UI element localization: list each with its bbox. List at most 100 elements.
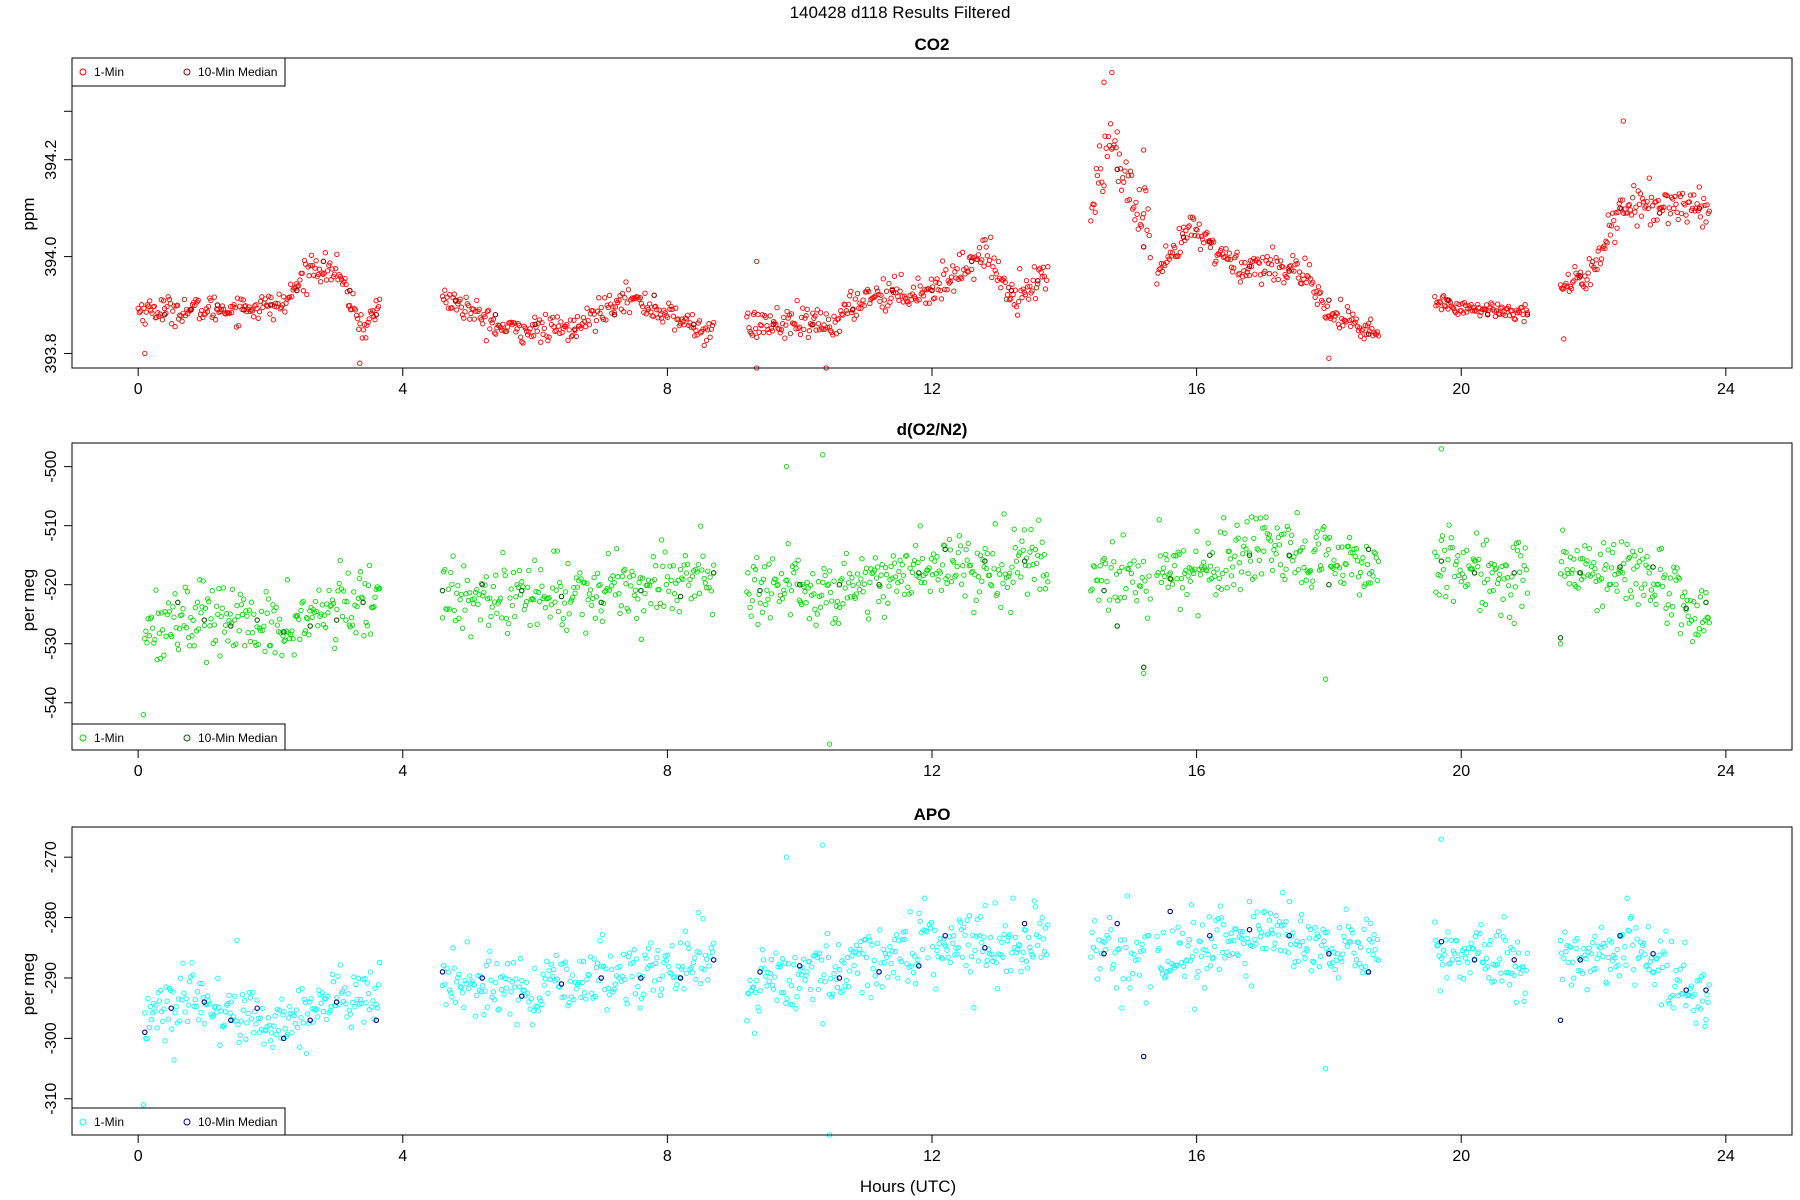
one-min-point-o2n2 [488,613,494,620]
one-min-point-o2n2 [439,615,446,621]
one-min-point-co2 [606,292,613,299]
one-min-point-apo [205,993,211,999]
one-min-point-apo [1235,952,1241,959]
one-min-point-co2 [1482,306,1489,313]
one-min-point-o2n2 [638,636,645,642]
one-min-point-co2 [1634,223,1640,229]
one-min-point-o2n2 [1312,546,1318,553]
one-min-point-apo [1090,944,1097,951]
one-min-point-co2 [1665,220,1671,227]
one-min-point-co2 [1604,240,1610,246]
one-min-point-o2n2 [180,606,186,612]
one-min-point-co2 [1329,312,1335,318]
one-min-point-apo [1362,963,1368,970]
one-min-point-o2n2 [148,614,155,620]
one-min-point-co2 [1185,224,1191,230]
one-min-point-o2n2 [1285,526,1291,533]
one-min-point-co2 [1646,175,1652,181]
one-min-point-co2 [487,326,493,332]
one-min-point-co2 [323,277,330,283]
one-min-point-apo [657,992,664,998]
one-min-point-apo [352,1004,358,1010]
one-min-point-o2n2 [1212,573,1218,579]
median-point-o2n2 [1577,570,1584,576]
median-point-co2 [651,292,657,299]
median-point-co2 [373,311,380,318]
one-min-point-apo [1306,935,1313,941]
one-min-point-co2 [1626,202,1632,208]
one-min-point-o2n2 [1433,589,1439,595]
one-min-point-apo [612,981,619,987]
one-min-point-o2n2 [938,587,945,593]
one-min-point-o2n2 [779,596,786,602]
one-min-point-co2 [1624,210,1630,216]
one-min-point-apo [664,952,671,958]
one-min-point-co2 [950,263,956,269]
one-min-point-o2n2 [1584,558,1590,564]
one-min-point-apo [1169,928,1176,934]
one-min-point-o2n2 [1626,554,1632,561]
one-min-point-co2 [851,316,857,322]
one-min-point-o2n2 [783,463,790,470]
one-min-point-o2n2 [237,591,243,597]
one-min-point-co2 [1022,291,1029,298]
one-min-point-o2n2 [561,600,568,606]
one-min-point-apo [772,974,778,980]
legend-marker-median-o2n2 [183,734,191,742]
one-min-point-o2n2 [803,600,809,606]
one-min-point-o2n2 [1487,588,1493,594]
one-min-point-apo [986,951,993,957]
one-min-point-o2n2 [501,567,507,573]
one-min-point-co2 [555,323,562,329]
one-min-point-o2n2 [875,564,881,570]
one-min-point-o2n2 [983,565,989,572]
one-min-point-apo [1002,923,1008,929]
one-min-point-apo [221,1022,228,1028]
one-min-point-co2 [1587,281,1594,288]
one-min-point-apo [1657,938,1664,944]
one-min-point-apo [1450,948,1457,954]
one-min-point-apo [147,1003,154,1010]
one-min-point-co2 [906,301,912,307]
one-min-point-o2n2 [909,569,916,576]
one-min-point-apo [908,963,914,969]
one-min-point-o2n2 [939,562,946,568]
one-min-point-o2n2 [616,591,622,597]
one-min-point-co2 [1697,214,1704,220]
one-min-point-o2n2 [1042,586,1049,592]
one-min-point-co2 [1007,297,1013,303]
one-min-point-co2 [1326,355,1332,361]
one-min-point-apo [1007,932,1013,938]
one-min-point-apo [1266,917,1273,923]
one-min-point-apo [1580,970,1586,976]
median-point-co2 [1365,331,1372,337]
median-point-co2 [770,321,776,328]
one-min-point-o2n2 [315,623,321,629]
one-min-point-apo [1474,930,1480,936]
one-min-point-apo [1186,937,1192,943]
one-min-point-o2n2 [1339,544,1345,550]
one-min-point-apo [1561,955,1567,961]
one-min-point-apo [1562,929,1568,935]
one-min-point-o2n2 [446,606,453,612]
one-min-point-apo [643,955,649,961]
one-min-point-o2n2 [209,588,215,594]
one-min-point-o2n2 [532,557,538,563]
one-min-point-apo [999,939,1005,945]
one-min-point-apo [1301,950,1307,957]
median-point-co2 [889,287,896,294]
one-min-point-o2n2 [1253,516,1259,522]
one-min-point-co2 [557,330,563,337]
one-min-point-apo [1198,953,1205,959]
one-min-point-o2n2 [1020,547,1026,553]
one-min-point-o2n2 [1627,588,1634,594]
one-min-point-o2n2 [1107,597,1113,603]
one-min-point-o2n2 [1558,559,1565,565]
one-min-point-co2 [566,327,572,333]
one-min-point-apo [794,994,800,1000]
one-min-point-co2 [1110,145,1116,151]
one-min-point-o2n2 [962,593,968,599]
one-min-point-co2 [1464,309,1470,315]
one-min-point-apo [1488,937,1494,944]
median-point-apo [638,975,644,981]
